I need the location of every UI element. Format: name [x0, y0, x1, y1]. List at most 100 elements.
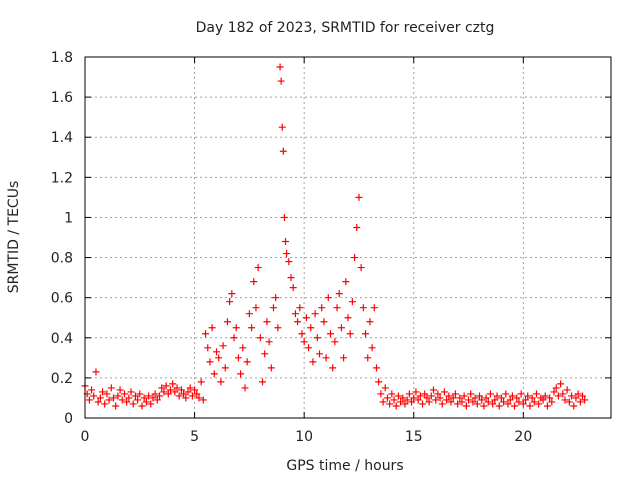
data-point — [489, 400, 497, 408]
y-tick-label: 1.2 — [51, 170, 73, 186]
data-point — [140, 394, 148, 402]
data-point — [482, 394, 490, 402]
data-point — [410, 394, 418, 402]
data-point — [326, 330, 334, 338]
data-point — [228, 290, 236, 298]
y-tick-label: 1.6 — [51, 90, 73, 106]
data-point — [125, 394, 133, 402]
x-tick-labels: 0 5 10 15 20 — [81, 429, 533, 445]
data-point — [506, 396, 514, 404]
data-point — [138, 402, 146, 410]
y-tick-label: 1.8 — [51, 50, 73, 66]
y-tick-labels: 0 0.2 0.4 0.6 0.8 1 1.2 1.4 1.6 1.8 — [51, 50, 73, 427]
data-point — [335, 290, 343, 298]
data-point — [390, 396, 398, 404]
data-point — [462, 402, 470, 410]
data-point — [191, 386, 199, 394]
data-point — [351, 254, 359, 262]
data-point — [476, 392, 483, 400]
chart-title: Day 182 of 2023, SRMTID for receiver czt… — [196, 20, 495, 36]
data-point — [362, 330, 370, 338]
data-point — [274, 324, 282, 332]
data-point — [147, 400, 155, 408]
data-point — [500, 398, 508, 406]
data-point — [473, 400, 481, 408]
data-point — [112, 402, 120, 410]
data-point — [237, 370, 245, 378]
data-point — [311, 310, 319, 318]
data-point — [259, 378, 267, 386]
data-point — [204, 344, 212, 352]
data-point — [175, 392, 183, 400]
data-point — [269, 304, 277, 312]
data-point — [210, 370, 218, 378]
data-point — [149, 394, 157, 402]
data-point — [579, 392, 587, 400]
x-tick-label: 20 — [514, 429, 532, 445]
grid-lines — [85, 57, 611, 418]
data-point — [524, 392, 532, 400]
data-point — [519, 400, 527, 408]
data-point — [421, 390, 429, 398]
data-point — [252, 304, 260, 312]
data-point — [495, 402, 503, 410]
data-point — [550, 388, 558, 396]
data-point — [99, 388, 107, 396]
data-point — [403, 396, 411, 404]
data-point — [88, 386, 96, 394]
data-point — [153, 396, 161, 404]
data-point — [123, 398, 131, 406]
data-point — [408, 398, 416, 406]
data-point — [364, 354, 372, 362]
data-point — [142, 398, 150, 406]
data-point — [504, 400, 512, 408]
data-point — [377, 390, 385, 398]
data-point — [92, 368, 100, 376]
data-point — [548, 398, 556, 406]
data-point — [226, 298, 234, 306]
data-point — [305, 344, 313, 352]
data-point — [267, 364, 275, 372]
data-point — [289, 284, 297, 292]
data-point — [565, 398, 573, 406]
data-point — [381, 384, 389, 392]
data-point — [434, 390, 442, 398]
axis-ticks — [84, 56, 611, 419]
data-point — [469, 398, 477, 406]
data-point — [184, 388, 192, 396]
data-point — [320, 318, 328, 326]
data-point — [107, 384, 115, 392]
data-point — [561, 396, 569, 404]
data-point — [85, 396, 93, 404]
data-point — [559, 390, 567, 398]
data-point — [232, 324, 240, 332]
data-point — [287, 274, 295, 282]
data-point — [221, 364, 229, 372]
data-point — [399, 394, 407, 402]
data-point — [219, 342, 227, 350]
data-point — [416, 392, 424, 400]
data-point — [279, 147, 287, 155]
data-point — [283, 250, 291, 258]
data-point — [263, 318, 271, 326]
data-point — [134, 396, 142, 404]
data-point — [151, 390, 159, 398]
data-point — [213, 348, 220, 356]
data-point — [344, 314, 352, 322]
data-point — [230, 334, 238, 342]
data-point — [447, 398, 455, 406]
data-point — [182, 394, 190, 402]
data-point — [250, 278, 258, 286]
data-point — [103, 390, 111, 398]
data-point — [298, 330, 306, 338]
data-point — [425, 398, 433, 406]
data-point — [280, 213, 288, 221]
data-point — [239, 344, 247, 352]
data-point — [248, 324, 256, 332]
data-point — [517, 390, 525, 398]
data-point — [375, 378, 383, 386]
data-point — [370, 304, 378, 312]
data-point — [254, 264, 262, 272]
data-point — [202, 330, 210, 338]
data-point — [186, 384, 194, 392]
